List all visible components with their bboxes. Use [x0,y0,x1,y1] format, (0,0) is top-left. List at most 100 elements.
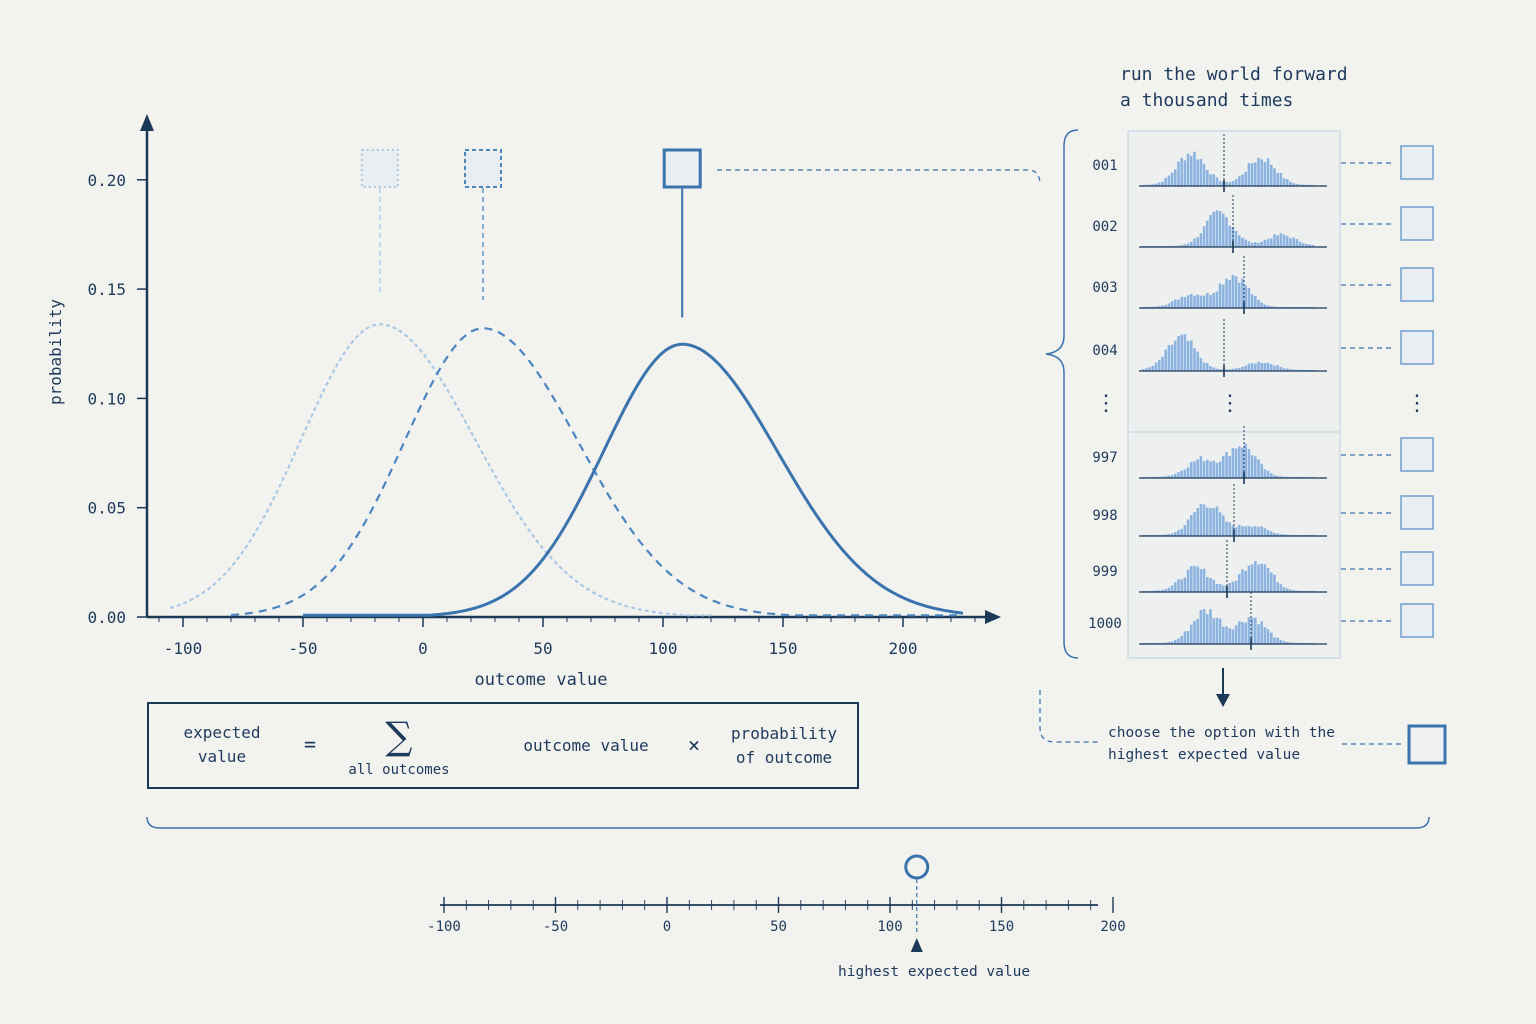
histogram-bar [1158,590,1161,592]
histogram-bar [1206,220,1209,247]
histogram-bar [1170,533,1174,536]
histogram-bar [1215,583,1219,592]
y-tick-label: 0.20 [87,171,126,190]
histogram-bar [1263,564,1267,592]
simulation-row-label: 1000 [1088,616,1122,632]
solid-curve [303,342,964,617]
histogram-bar [1183,631,1187,644]
y-axis-label: probability [46,299,65,405]
histogram-bar [1292,369,1295,371]
bottom-tick-label: 50 [770,919,787,935]
histogram-bar [1225,278,1228,308]
histogram-bar [1193,620,1196,644]
histogram-bar [1273,306,1276,308]
histogram-bar [1282,178,1286,186]
x-minor-ticks [158,617,976,622]
histogram-bar [1234,230,1238,247]
histogram-bar [1161,476,1164,478]
histogram-bar [1276,582,1279,592]
histogram-bar [1254,617,1257,644]
histogram-bar [1215,462,1219,478]
histogram-bar [1279,233,1283,247]
row-option-box [1400,495,1434,530]
histogram-bar [1196,459,1199,478]
histogram-bar [1170,585,1174,592]
histogram-bar [1180,334,1183,371]
histogram-bar [1151,365,1155,371]
histogram-bar [1177,336,1180,371]
histogram-bar [1286,179,1289,186]
histogram-bar [1273,475,1276,478]
histogram-bar [1209,461,1212,478]
histogram-bar [1199,158,1203,186]
histogram-bar [1202,608,1206,644]
histogram-bar [1279,172,1283,186]
dashed-curve [230,327,963,617]
histogram-bar [1276,533,1279,536]
histogram-bar [1161,589,1164,592]
simulation-row-label: 002 [1092,219,1117,235]
histogram-bar [1177,299,1180,308]
histogram-bar [1254,295,1257,308]
histogram-bar [1228,583,1231,592]
simulation-row-label: 998 [1092,508,1117,524]
simulation-row: 999 [1092,540,1434,598]
histogram-bar [1154,362,1158,371]
histogram-bar [1167,534,1171,536]
histogram-bar [1206,363,1209,371]
connector-to-choice [1039,690,1098,743]
histogram-bar [1286,588,1289,592]
histogram-bar [1183,160,1187,186]
ellipsis-left: ⋮ [1095,391,1117,416]
chosen-option-box [1407,724,1447,765]
histogram-bar [1209,508,1212,536]
histogram-bar [1186,630,1190,644]
histogram-bar [1215,210,1219,247]
histogram-bar [1234,276,1238,308]
histogram-bar [1263,239,1267,247]
histogram-bar [1161,356,1164,371]
histogram-bar [1231,448,1235,478]
bottom-tick-label: -100 [427,919,461,935]
histogram-bar [1276,365,1279,371]
histogram-bar [1270,364,1273,371]
histogram-bar [1289,238,1292,247]
x-tick-label: -50 [289,639,318,658]
histogram-bar [1202,362,1206,371]
marker-circle-icon [904,854,930,880]
histogram-bar [1234,368,1238,371]
histogram-bar [1228,369,1231,371]
histogram-bar [1270,632,1273,644]
histogram-bar [1202,568,1206,592]
histogram-bar [1254,456,1257,478]
histogram-bar [1206,169,1209,186]
chart-axes [140,114,1001,624]
histogram-bar [1292,237,1295,247]
histogram-bar [1199,569,1203,592]
histogram-bar [1180,579,1183,592]
histogram-bar [1241,278,1244,308]
histogram-bar [1193,348,1196,371]
histogram-bar [1250,363,1254,371]
histogram-bar [1286,368,1289,371]
histogram-bar [1218,618,1222,644]
simulation-row: 003 [1092,256,1434,314]
histogram-bar [1170,172,1174,186]
histogram-bar [1202,504,1206,536]
histogram-bar [1257,242,1260,247]
histogram-bar [1177,530,1180,536]
histogram-bar [1244,570,1247,592]
histogram-bar [1202,226,1206,247]
y-tick-label: 0.05 [87,499,126,518]
option-box-solid [662,148,702,189]
formula-probability: probability of outcome [719,722,849,770]
histogram-bar [1199,456,1203,478]
histogram-bar [1151,306,1155,308]
histogram-bar [1228,225,1231,247]
y-ticks: 0.00 0.05 0.10 0.15 0.20 [87,171,147,627]
histogram-bar [1234,527,1238,536]
formula-times: × [687,733,701,757]
histogram-bar [1238,574,1241,592]
histogram-bar [1177,161,1180,186]
histogram-bar [1164,588,1167,592]
